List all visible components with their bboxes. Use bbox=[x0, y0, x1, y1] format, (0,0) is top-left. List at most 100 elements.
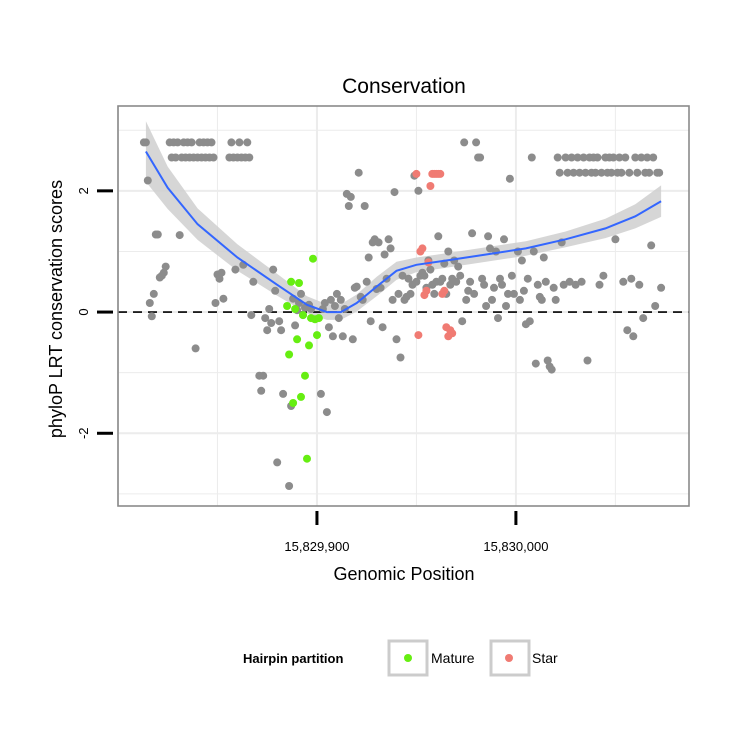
data-point-star bbox=[436, 169, 445, 178]
data-point-other bbox=[444, 247, 453, 256]
data-point-other bbox=[396, 353, 405, 362]
data-point-other bbox=[390, 188, 399, 197]
data-point-other bbox=[338, 332, 347, 341]
x-tick-label: 15,829,900 bbox=[284, 539, 349, 554]
data-point-other bbox=[541, 277, 550, 286]
data-point-star bbox=[418, 244, 427, 253]
data-point-other bbox=[460, 138, 469, 147]
data-point-other bbox=[579, 153, 588, 162]
data-point-other bbox=[547, 365, 556, 374]
data-point-other bbox=[346, 192, 355, 201]
data-point-other bbox=[633, 168, 642, 177]
data-point-other bbox=[414, 186, 423, 195]
data-point-other bbox=[348, 335, 357, 344]
data-point-other bbox=[259, 371, 268, 380]
data-point-other bbox=[484, 232, 493, 241]
data-point-other bbox=[490, 283, 498, 292]
legend-label-mature: Mature bbox=[431, 650, 475, 666]
data-point-other bbox=[153, 230, 162, 239]
data-point-other bbox=[617, 168, 626, 177]
data-point-other bbox=[247, 311, 256, 320]
x-tick-label: 15,830,000 bbox=[483, 539, 548, 554]
legend-label-star: Star bbox=[532, 650, 558, 666]
data-point-other bbox=[297, 289, 305, 298]
data-point-other bbox=[322, 408, 331, 417]
data-point-other bbox=[611, 235, 620, 244]
y-tick-label: 2 bbox=[76, 187, 91, 194]
data-point-other bbox=[420, 271, 429, 280]
data-point-other bbox=[285, 482, 294, 490]
data-point-mature bbox=[291, 305, 300, 313]
data-point-mature bbox=[314, 314, 323, 323]
data-point-other bbox=[583, 356, 592, 365]
data-point-other bbox=[515, 295, 524, 304]
y-axis-ticks: -2 0 2 bbox=[76, 187, 113, 439]
data-point-other bbox=[551, 295, 560, 304]
data-point-star bbox=[448, 329, 457, 338]
legend: Hairpin partition Mature Star bbox=[243, 639, 558, 677]
data-point-other bbox=[269, 265, 278, 274]
data-point-other bbox=[466, 277, 475, 286]
data-point-other bbox=[486, 244, 494, 253]
data-point-other bbox=[537, 295, 546, 304]
data-point-other bbox=[392, 335, 401, 344]
data-point-other bbox=[231, 265, 240, 274]
data-point-other bbox=[553, 153, 562, 162]
data-point-other bbox=[364, 253, 373, 262]
data-point-other bbox=[388, 295, 397, 304]
data-point-other bbox=[352, 282, 361, 291]
data-point-other bbox=[243, 138, 252, 147]
data-point-other bbox=[462, 295, 471, 304]
data-point-other bbox=[386, 244, 395, 253]
x-axis-title: Genomic Position bbox=[333, 564, 474, 584]
data-point-other bbox=[277, 326, 286, 335]
data-point-mature bbox=[283, 302, 292, 310]
y-axis-title: phyloP LRT conservation scores bbox=[46, 180, 66, 438]
data-point-other bbox=[476, 153, 485, 162]
legend-title: Hairpin partition bbox=[243, 651, 343, 666]
data-point-other bbox=[531, 359, 540, 368]
data-point-other bbox=[235, 138, 244, 147]
data-point-other bbox=[227, 138, 236, 147]
data-point-other bbox=[273, 458, 282, 467]
data-point-other bbox=[187, 138, 196, 147]
data-point-other bbox=[533, 280, 542, 289]
data-point-other bbox=[452, 277, 461, 286]
data-point-other bbox=[569, 168, 578, 177]
data-point-mature bbox=[303, 454, 311, 463]
data-point-other bbox=[595, 280, 604, 289]
data-point-other bbox=[505, 174, 514, 183]
data-point-other bbox=[458, 317, 467, 326]
data-point-mature bbox=[287, 277, 296, 286]
data-point-other bbox=[655, 168, 664, 177]
data-point-other bbox=[637, 153, 646, 162]
data-point-other bbox=[523, 274, 532, 283]
data-point-other bbox=[494, 314, 502, 323]
data-point-other bbox=[332, 289, 341, 298]
data-point-other bbox=[143, 176, 152, 185]
data-point-other bbox=[468, 229, 477, 238]
data-point-other bbox=[629, 332, 638, 341]
data-point-other bbox=[330, 302, 339, 310]
data-point-other bbox=[149, 289, 158, 298]
data-point-other bbox=[609, 153, 618, 162]
data-point-other bbox=[599, 271, 608, 280]
data-point-other bbox=[561, 153, 570, 162]
data-point-other bbox=[175, 231, 184, 240]
data-point-other bbox=[454, 262, 463, 271]
data-point-other bbox=[362, 277, 371, 286]
data-point-other bbox=[615, 153, 624, 162]
data-point-other bbox=[488, 295, 496, 304]
data-point-other bbox=[480, 280, 489, 289]
data-point-other bbox=[575, 168, 584, 177]
data-point-star bbox=[414, 331, 423, 340]
data-point-other bbox=[291, 321, 300, 330]
data-point-other bbox=[336, 295, 345, 304]
data-point-mature bbox=[289, 399, 298, 407]
data-point-other bbox=[316, 389, 325, 398]
data-point-other bbox=[478, 274, 487, 283]
data-point-other bbox=[563, 168, 572, 177]
data-point-other bbox=[643, 153, 652, 162]
data-point-other bbox=[639, 314, 648, 323]
data-point-other bbox=[482, 302, 491, 310]
